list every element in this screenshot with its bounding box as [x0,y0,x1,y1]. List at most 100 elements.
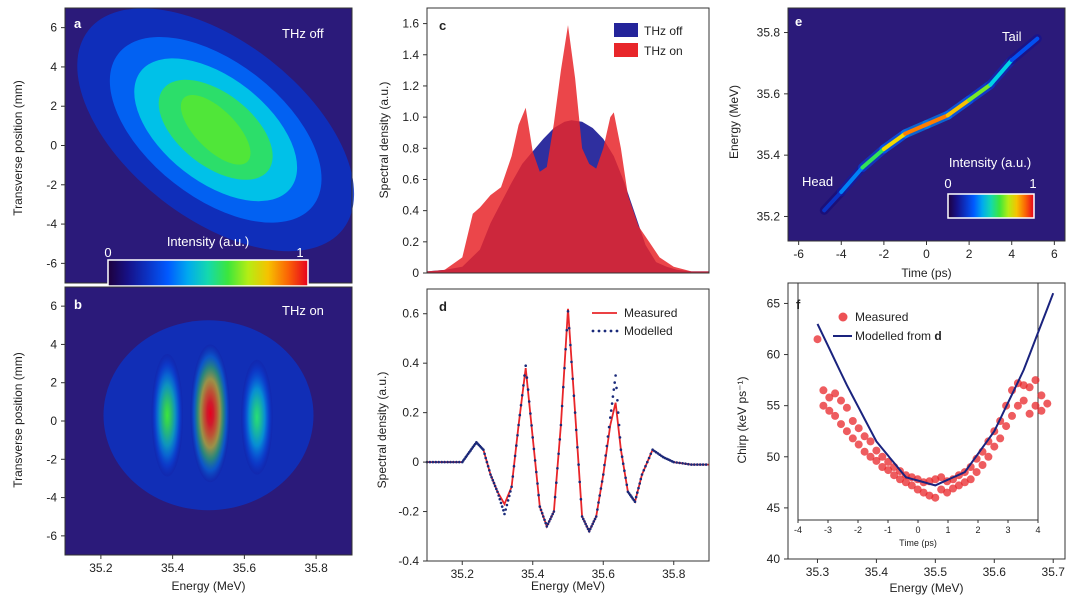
panel-f-measured-point [831,389,840,398]
panel-f-measured-point [878,463,887,471]
panel-d-modelled-point [656,452,660,455]
panel-d-modelled-point [519,403,523,407]
panel-f-letter: f [796,297,801,312]
panel-d-modelled-point [564,347,567,351]
panel-d-modelled-point [523,374,526,377]
panel-d-modelled-point [609,409,613,412]
panel-d-modelled-point [540,511,544,515]
panel-f-measured-point [996,434,1005,443]
panel-d-modelled-point [637,486,640,490]
panel-a-y-tick-label: 0 [50,139,57,153]
panel-d-modelled-point [530,424,533,427]
panel-d-modelled-point [616,411,620,414]
panel-d-modelled-point [687,462,690,466]
panel-e-tail-label: Tail [1002,29,1022,44]
panel-d-modelled-point [590,525,593,528]
panel-d-y-tick-label: -0.2 [398,505,419,519]
panel-d-modelled-point [517,423,520,427]
panel-e-x-tick-label: -4 [836,247,847,261]
panel-d-modelled-point [651,448,654,452]
panel-d-modelled-point [623,469,626,473]
panel-d-modelled-point [598,494,601,497]
panel-e-x-tick-label: 6 [1051,247,1058,261]
panel-c-ylabel: Spectral density (a.u.) [377,82,391,199]
panel-c-legend-label: THz on [644,44,683,58]
panel-d-modelled-point [496,490,499,494]
panel-c-y-tick-label: 0.6 [402,172,419,186]
panel-d-modelled-point [696,463,699,466]
panel-f-time-label: Time (ps) [899,538,937,548]
panel-f-time-tick-label: 1 [945,525,950,535]
panel-d-modelled-point [500,505,504,508]
panel-d-legend-label: Measured [624,306,677,320]
panel-e-letter: e [795,14,802,29]
panel-e-colorbar [947,193,1035,219]
panel-d-modelled-point [589,527,592,531]
panel-d-modelled-point [576,446,579,449]
panel-d-modelled-point [698,463,702,466]
panel-a-ylabel: Transverse position (mm) [11,80,25,216]
panel-d-modelled-point [512,464,516,468]
panel-f-ylabel: Chirp (keV ps⁻¹) [735,376,749,463]
panel-f-measured-point [1025,383,1034,392]
panel-f-y-tick-label: 40 [767,552,781,566]
panel-d-modelled-point [549,517,552,521]
panel-c-letter: c [439,18,446,33]
panel-f-measured-point [978,461,987,469]
panel-a-colorbar [107,259,309,287]
panel-d-modelled-point [704,463,708,466]
panel-e-ylabel: Energy (MeV) [727,85,741,159]
panel-d-modelled-point [443,460,446,464]
panel-d-frame [426,288,710,562]
panel-b-xlabel: Energy (MeV) [171,579,245,593]
panel-d-xlabel: Energy (MeV) [531,579,605,593]
panel-d-modelled-point [483,452,486,456]
panel-d-modelled-point [617,423,621,427]
panel-d-modelled-point [503,512,506,516]
panel-f-x-tick-label: 35.5 [924,565,948,579]
panel-d-modelled-point [516,434,519,437]
panel-f-measured-point [896,475,904,484]
panel-a-y-tick-label: 6 [50,21,57,35]
panel-d-modelled-point [513,454,517,458]
panel-b-energy-band [151,354,184,477]
panel-d-modelled-point [642,469,646,472]
panel-d-letter: d [439,299,447,314]
panel-f-y-tick-label: 45 [767,501,781,515]
panel-d-modelled-point [508,494,511,498]
panel-d-modelled-point [639,477,643,481]
panel-d-x-tick-label: 35.8 [662,567,686,581]
panel-f-measured-point [837,396,845,405]
panel-c-y-tick-label: 1.4 [402,48,419,62]
panel-b-annotation: THz on [282,303,324,318]
panel-d-legend-dot [615,329,619,333]
panel-d-modelled-point [550,515,553,518]
panel-d-modelled-point [586,527,590,531]
panel-c-y-tick-label: 1.2 [402,79,419,93]
panel-f-time-tick-label: 0 [915,525,920,535]
panel-d-modelled-point [563,366,566,370]
panel-f-measured-point [1037,406,1046,415]
panel-d-legend-dot [603,329,607,333]
panel-d-modelled-point [602,473,605,476]
panel-d-modelled-point [498,497,502,501]
panel-f-time-tick-label: 3 [1005,525,1010,535]
panel-d-modelled-point [458,460,461,464]
panel-d-modelled-point [538,505,542,508]
panel-f-measured-point [842,427,851,436]
panel-d-modelled-point [606,435,610,438]
panel-d-x-tick-label: 35.6 [592,567,616,581]
panel-d-modelled-point [621,462,625,466]
panel-d-modelled-point [552,510,556,513]
panel-f-time-tick-label: 2 [975,525,980,535]
panel-f-measured-point [872,456,881,465]
panel-d-modelled-point [647,456,651,460]
panel-a-colorbar-min: 0 [104,245,111,260]
panel-d-measured-line [427,308,709,534]
panel-d-modelled-point [580,515,584,518]
panel-a-letter: a [74,16,82,31]
panel-f-measured-point [1031,376,1040,385]
panel-d-modelled-point [649,452,653,456]
panel-e-trace [839,165,865,194]
panel-d-modelled-point [624,476,627,480]
